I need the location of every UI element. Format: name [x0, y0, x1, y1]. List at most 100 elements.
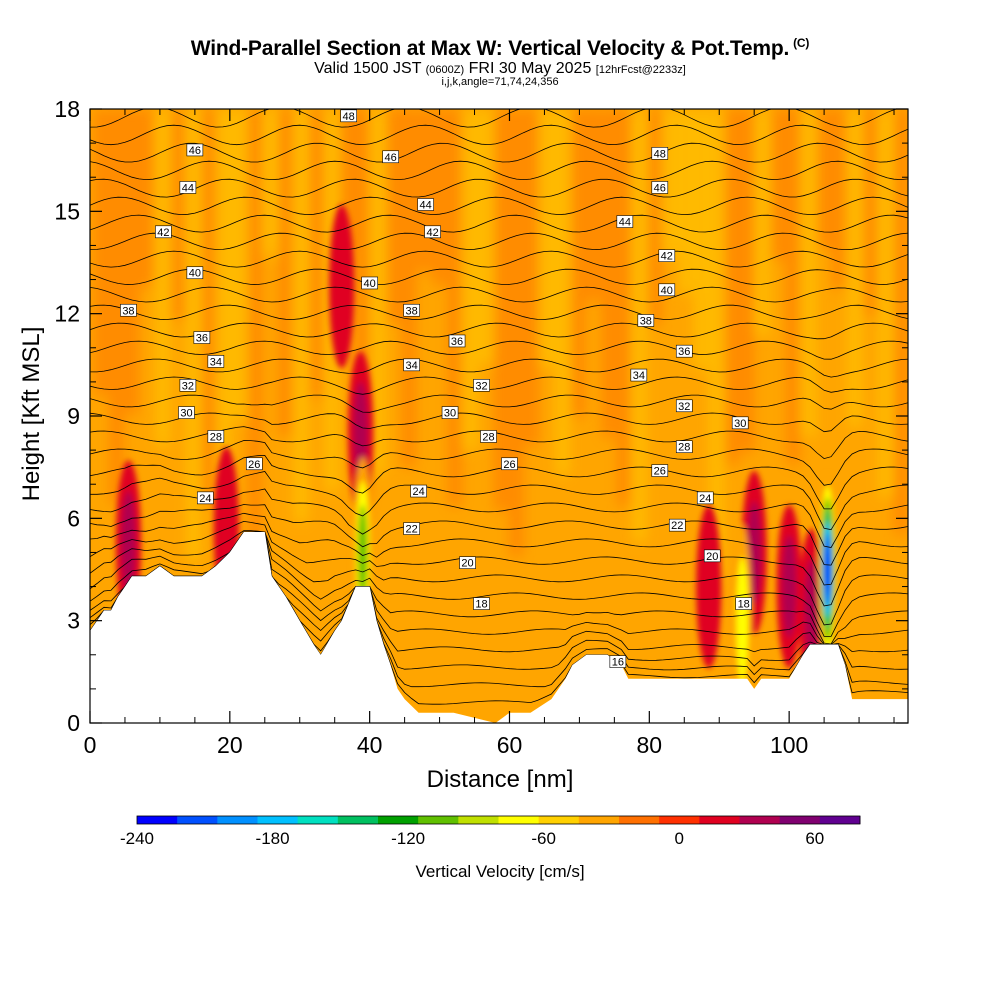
isentrope-label: 32	[475, 380, 487, 392]
colorbar-swatch	[578, 816, 620, 824]
field-streak	[96, 109, 106, 396]
isentrope-label: 46	[654, 182, 666, 194]
isentrope-line	[90, 214, 908, 233]
field-streak	[696, 109, 706, 369]
colorbar-swatch	[257, 816, 299, 824]
terrain	[90, 532, 908, 723]
colorbar-swatch	[337, 816, 379, 824]
downdraft-core	[358, 504, 368, 601]
colorbar-swatch	[498, 816, 540, 824]
field-streak	[681, 109, 690, 294]
colorbar-swatch	[619, 816, 660, 824]
isentrope-label-box	[630, 368, 648, 382]
isentrope-label-box	[340, 109, 357, 123]
colorbar-tick-label: -180	[256, 829, 290, 848]
field-streak	[819, 109, 829, 249]
y-tick-label: 3	[67, 608, 80, 634]
isentrope-label-box	[696, 491, 714, 505]
field-streak	[527, 109, 537, 446]
subtitle-forecast: [12hrFcst@2233z]	[595, 64, 686, 76]
field-streak	[450, 109, 460, 507]
isentrope-label-box	[417, 198, 434, 211]
isentrope-label: 32	[678, 401, 690, 413]
isentrope-label: 42	[661, 251, 673, 263]
subtitle-zulu: (0600Z)	[425, 64, 465, 76]
field-streak	[235, 109, 244, 421]
isentrope-line	[90, 471, 908, 531]
isentrope-label-box	[186, 143, 204, 157]
isentrope-label: 42	[426, 227, 438, 239]
y-tick-label: 15	[54, 198, 80, 224]
chart-subtitle: Valid 1500 JST (0600Z) FRI 30 May 2025 […	[0, 60, 1000, 78]
isentrope-label: 28	[678, 442, 690, 454]
isentrope-line	[90, 520, 908, 607]
isentrope-label-box	[675, 440, 693, 454]
field-streak	[281, 109, 290, 436]
y-tick-label: 18	[54, 96, 80, 122]
subtitle-date: FRI 30 May 2025	[468, 60, 592, 77]
isentrope-label: 36	[678, 346, 690, 358]
y-tick-label: 6	[67, 505, 80, 531]
updraft-core	[782, 535, 797, 638]
isentrope-label: 46	[385, 152, 397, 164]
field-streak	[296, 109, 306, 523]
colorbar-swatch	[699, 816, 740, 824]
isentrope-label-box	[651, 147, 669, 160]
isentrope-line	[90, 124, 908, 146]
chart-title: Wind-Parallel Section at Max W: Vertical…	[0, 36, 1000, 61]
isentrope-line	[90, 454, 908, 510]
chart-title-text: Wind-Parallel Section at Max W: Vertical…	[190, 37, 790, 60]
isentrope-label-box	[197, 491, 214, 505]
isentrope-label-box	[382, 150, 399, 164]
isentrope-label: 24	[199, 493, 211, 505]
isentrope-label-box	[609, 655, 627, 668]
field-streak	[850, 109, 860, 427]
x-tick-label: 0	[84, 732, 97, 758]
colorbar-swatch	[378, 816, 419, 824]
field-streak	[558, 109, 567, 476]
isentrope-line	[90, 412, 908, 433]
isentrope-line	[90, 304, 908, 320]
plot-area: 48 46 46 48 44 46 44 44 42 42 42 40 40 40 38 38 38 36 36 36…	[90, 109, 908, 723]
isentrope-label-box	[193, 331, 211, 344]
isentrope-label-box	[675, 399, 693, 413]
field-streak	[189, 109, 198, 561]
isentrope-label-box	[179, 378, 197, 392]
field-streak	[112, 109, 121, 504]
isentrope-line	[90, 178, 908, 198]
isentrope-label: 42	[157, 227, 169, 239]
isentrope-line	[90, 426, 908, 460]
isentrope-label: 30	[180, 408, 192, 420]
isentrope-label: 38	[405, 305, 417, 317]
isentrope-label-box	[155, 225, 172, 239]
field-streak	[404, 109, 414, 468]
field-streak	[466, 109, 475, 450]
isentrope-label-box	[651, 181, 669, 194]
field-streak	[481, 109, 490, 364]
downdraft-core	[825, 545, 830, 594]
x-axis: 0 20 40 60 80 100	[84, 109, 895, 758]
isentrope-label-box	[179, 181, 197, 194]
colorbar-swatch	[177, 816, 218, 824]
isentrope-line	[90, 531, 908, 637]
field-streak	[358, 109, 367, 508]
isentrope-line	[90, 530, 908, 626]
isentrope-label-box	[410, 484, 427, 498]
subtitle-valid: Valid 1500 JST	[314, 60, 422, 77]
isentrope-line	[90, 286, 908, 303]
field-streak	[650, 109, 660, 326]
isentrope-label: 24	[699, 493, 711, 505]
isentrope-label: 34	[210, 356, 222, 368]
isentrope-label-box	[441, 406, 459, 419]
colorbar-swatch	[217, 816, 258, 824]
chart-title-mark: (C)	[793, 36, 810, 50]
field-streak	[727, 109, 737, 465]
field-streak	[496, 109, 506, 511]
isentrope-label-box	[473, 597, 490, 610]
isentrope-line	[90, 109, 899, 128]
field-streak	[789, 109, 798, 464]
colorbar-tick-label: 0	[675, 829, 684, 848]
isentrope-label: 30	[444, 408, 456, 420]
isentrope-label: 34	[633, 370, 645, 382]
isentrope-label-box	[178, 406, 195, 419]
